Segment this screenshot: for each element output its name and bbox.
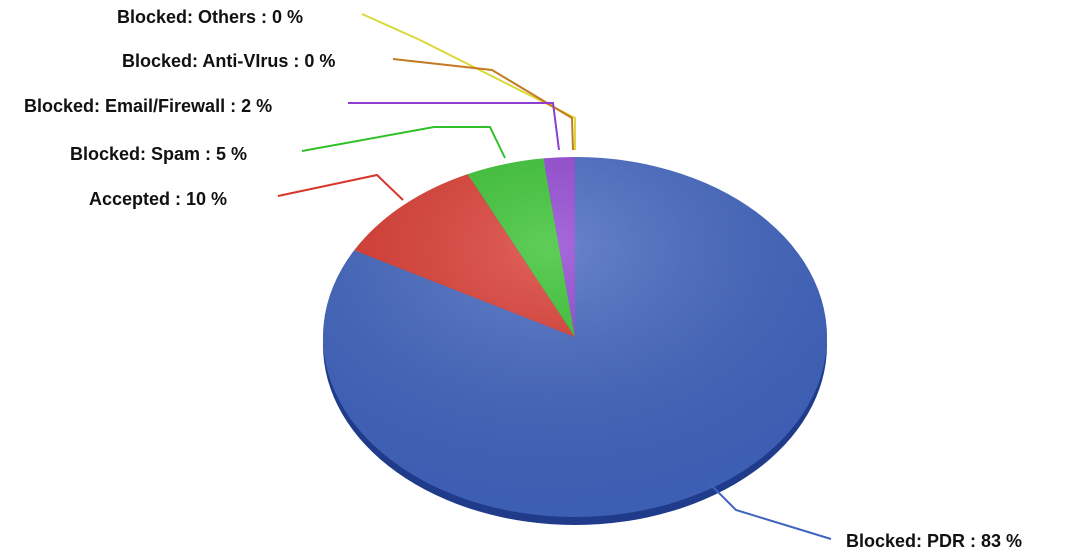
leader-blocked-pdr: [707, 481, 832, 540]
label-blocked-anti-virus: Blocked: Anti-VIrus : 0 %: [122, 51, 335, 71]
label-accepted: Accepted : 10 %: [89, 189, 227, 209]
label-blocked-spam: Blocked: Spam : 5 %: [70, 144, 247, 164]
leader-blocked-others: [361, 13, 576, 150]
label-blocked-email-firewall: Blocked: Email/Firewall : 2 %: [24, 96, 272, 116]
label-blocked-others: Blocked: Others : 0 %: [117, 7, 303, 27]
label-blocked-pdr: Blocked: PDR : 83 %: [846, 531, 1022, 551]
leader-blocked-spam: [301, 126, 506, 159]
leader-blocked-anti-virus: [392, 58, 574, 151]
leader-accepted: [277, 173, 404, 201]
leader-blocked-email-firewall: [348, 102, 560, 151]
